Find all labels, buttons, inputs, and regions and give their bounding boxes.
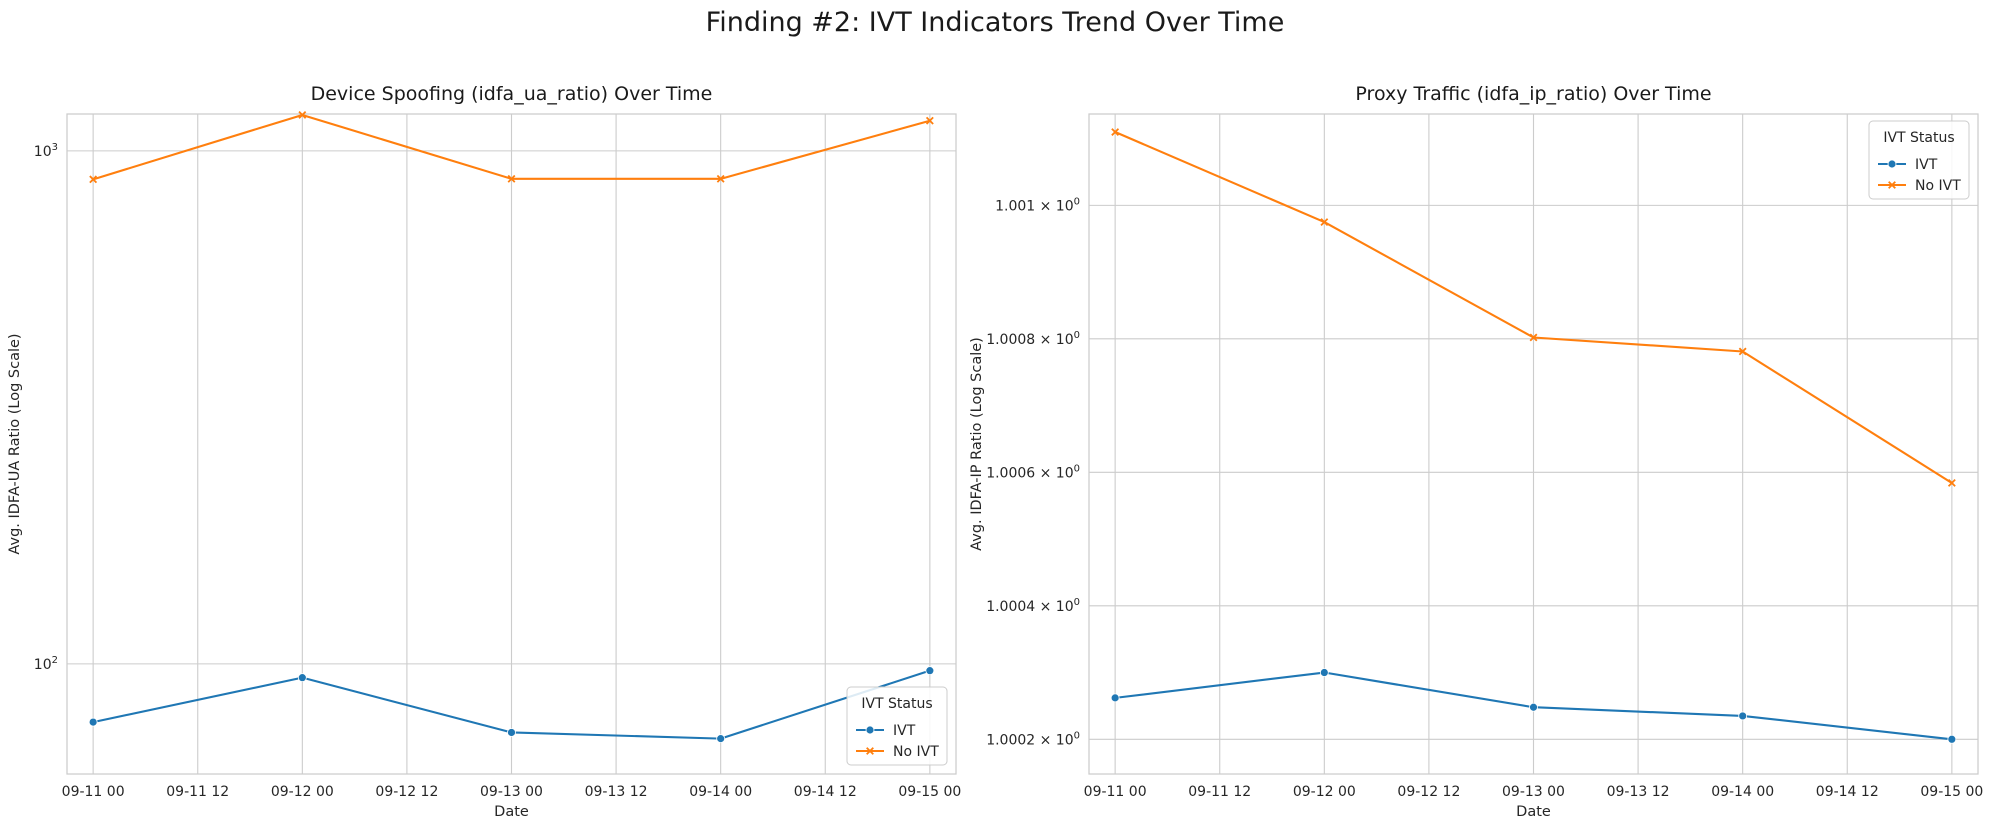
x-tick-label: 09-12 12 bbox=[1397, 784, 1460, 800]
x-tick-label: 09-15 00 bbox=[898, 784, 961, 800]
data-point bbox=[88, 717, 98, 727]
series-no-ivt bbox=[89, 111, 934, 184]
y-tick-label: 1.0002 × 100 bbox=[986, 730, 1080, 748]
legend-title: IVT Status bbox=[1883, 130, 1954, 146]
legend-box bbox=[846, 686, 948, 766]
series-ivt bbox=[1110, 668, 1957, 744]
data-point bbox=[716, 174, 725, 183]
chart-title: Proxy Traffic (idfa_ip_ratio) Over Time bbox=[1355, 83, 1711, 105]
legend-label: No IVT bbox=[893, 744, 939, 760]
data-point bbox=[1319, 668, 1329, 677]
data-point bbox=[1947, 479, 1956, 487]
data-point bbox=[507, 174, 516, 183]
data-point bbox=[298, 111, 307, 119]
y-axis-label: Avg. IDFA-IP Ratio (Log Scale) bbox=[969, 337, 985, 551]
chart-title: Device Spoofing (idfa_ua_ratio) Over Tim… bbox=[311, 83, 713, 105]
x-tick-label: 09-13 12 bbox=[1607, 784, 1670, 800]
data-point bbox=[507, 728, 516, 737]
data-point bbox=[1738, 711, 1748, 721]
x-axis-label: Date bbox=[1516, 804, 1551, 820]
data-point bbox=[297, 673, 307, 683]
chart-proxy-traffic: Proxy Traffic (idfa_ip_ratio) Over Time 0… bbox=[969, 83, 1983, 820]
y-tick-label: 1.001 × 100 bbox=[995, 196, 1080, 214]
x-tick-label: 09-14 00 bbox=[1711, 784, 1774, 800]
plot-area-frame bbox=[1088, 113, 1979, 775]
legend: IVT Status IVT No IVT bbox=[1868, 120, 1970, 200]
y-tick-label: 1.0008 × 100 bbox=[986, 330, 1080, 348]
legend-marker bbox=[866, 747, 874, 755]
plot-area-frame bbox=[66, 113, 957, 775]
series-no-ivt bbox=[1111, 128, 1956, 487]
x-tick-label: 09-11 00 bbox=[1084, 784, 1147, 800]
legend-marker bbox=[865, 725, 875, 735]
series-ivt bbox=[88, 666, 935, 744]
y-axis-label: Avg. IDFA-UA Ratio (Log Scale) bbox=[7, 333, 23, 554]
legend-label: IVT bbox=[893, 723, 916, 739]
data-point bbox=[1529, 333, 1538, 342]
y-tick-label: 103 bbox=[34, 142, 58, 160]
x-tick-label: 09-12 00 bbox=[1293, 784, 1356, 800]
data-point bbox=[1111, 128, 1120, 136]
legend-box bbox=[1868, 120, 1970, 200]
legend-marker bbox=[1888, 181, 1896, 189]
data-point bbox=[925, 666, 935, 676]
x-tick-label: 09-14 12 bbox=[1816, 784, 1879, 800]
x-tick-label: 09-13 00 bbox=[480, 784, 543, 800]
legend-title: IVT Status bbox=[861, 696, 932, 712]
data-point bbox=[1738, 347, 1747, 356]
legend: IVT Status IVT No IVT bbox=[846, 686, 948, 766]
data-point bbox=[1110, 693, 1120, 703]
data-point bbox=[1947, 734, 1957, 744]
x-tick-label: 09-15 00 bbox=[1920, 784, 1983, 800]
x-tick-label: 09-11 12 bbox=[1188, 784, 1251, 800]
x-tick-label: 09-14 00 bbox=[689, 784, 752, 800]
x-tick-label: 09-12 12 bbox=[375, 784, 438, 800]
y-tick-label: 102 bbox=[34, 655, 58, 673]
x-tick-label: 09-13 00 bbox=[1502, 784, 1565, 800]
x-tick-label: 09-11 12 bbox=[166, 784, 229, 800]
x-axis-label: Date bbox=[494, 804, 529, 820]
x-tick-label: 09-12 00 bbox=[271, 784, 334, 800]
data-point bbox=[925, 116, 934, 125]
legend-label: No IVT bbox=[1915, 178, 1961, 194]
data-point bbox=[716, 734, 726, 744]
legend-label: IVT bbox=[1915, 157, 1938, 173]
figure-title: Finding #2: IVT Indicators Trend Over Ti… bbox=[706, 7, 1285, 38]
x-tick-label: 09-14 12 bbox=[794, 784, 857, 800]
legend-marker bbox=[1887, 159, 1897, 169]
x-tick-label: 09-11 00 bbox=[62, 784, 125, 800]
x-tick-label: 09-13 12 bbox=[585, 784, 648, 800]
data-point bbox=[1320, 218, 1329, 227]
data-point bbox=[1529, 702, 1538, 712]
y-tick-label: 1.0006 × 100 bbox=[986, 463, 1080, 481]
data-point bbox=[89, 175, 98, 184]
y-tick-label: 1.0004 × 100 bbox=[986, 597, 1080, 615]
chart-device-spoofing: Device Spoofing (idfa_ua_ratio) Over Tim… bbox=[7, 83, 961, 820]
